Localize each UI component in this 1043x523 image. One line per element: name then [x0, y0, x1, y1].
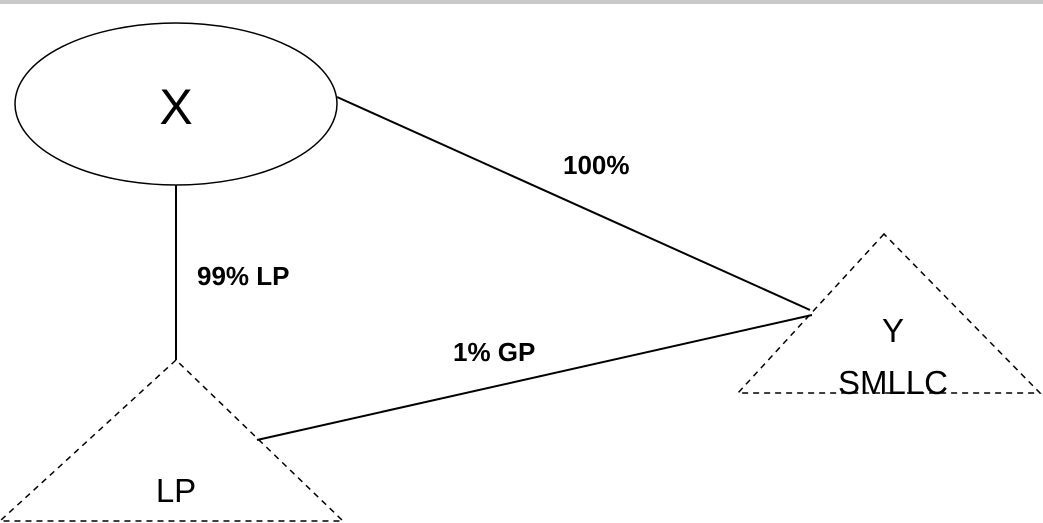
node-x-ellipse	[14, 22, 338, 186]
edge-x-to-lp-label: 99% LP	[197, 261, 290, 291]
node-y-label-line2: SMLLC	[838, 364, 948, 401]
edge-lp-to-y-label: 1% GP	[453, 337, 535, 367]
node-lp-label: LP	[156, 472, 196, 509]
edge-x-to-y-label: 100%	[563, 150, 630, 180]
node-y-label-line1: Y	[882, 312, 904, 349]
node-lp-triangle	[0, 358, 345, 522]
top-divider	[0, 0, 1043, 4]
node-x-label: X	[159, 79, 192, 135]
edge-lp-to-y	[256, 314, 813, 441]
edge-x-to-y	[336, 96, 811, 311]
node-y-triangle	[736, 232, 1042, 394]
